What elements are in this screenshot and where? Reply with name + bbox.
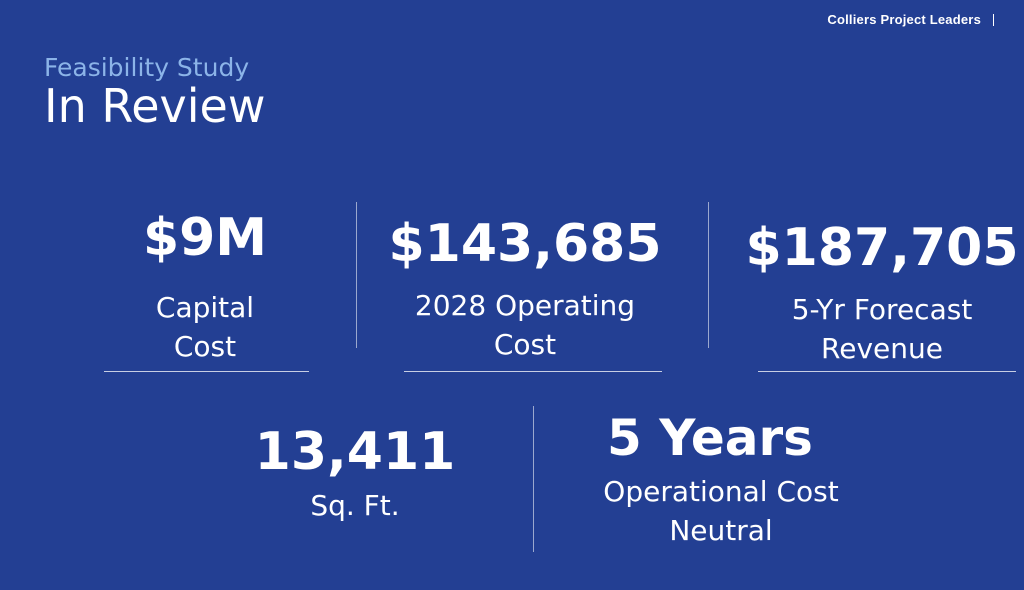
stat-square-footage: 13,411 Sq. Ft. <box>240 420 470 525</box>
stat-label-line: 5-Yr Forecast <box>791 293 973 326</box>
column-divider <box>356 202 357 348</box>
stat-label-line: Cost <box>493 328 557 361</box>
stat-label: Capital Cost <box>100 288 310 366</box>
stat-underline <box>758 371 1016 372</box>
stat-operating-cost: $143,685 2028 Operating Cost <box>380 212 670 364</box>
stat-value: $9M <box>142 208 268 268</box>
stat-value: 13,411 <box>254 422 456 482</box>
stat-underline <box>404 371 662 372</box>
stat-label: Operational Cost Neutral <box>563 472 879 550</box>
brand-label: Colliers Project Leaders <box>827 12 981 27</box>
stat-value-wrap: 5 Years <box>563 406 879 470</box>
stat-label-line: 2028 Operating <box>414 289 636 322</box>
stat-underline <box>104 371 309 372</box>
page-title: In Review <box>44 79 266 133</box>
stat-label-line: Cost <box>173 330 237 363</box>
stat-value: 5 Years <box>607 409 813 467</box>
stat-label-line: Revenue <box>821 332 943 365</box>
column-divider <box>708 202 709 348</box>
stat-value: $187,705 <box>745 218 1019 278</box>
brand-separator <box>993 13 994 26</box>
stat-value: $143,685 <box>388 214 662 274</box>
stat-label: Sq. Ft. <box>240 486 470 525</box>
stat-label: 5-Yr Forecast Revenue <box>737 290 1024 368</box>
page-heading: Feasibility Study In Review <box>44 52 265 132</box>
stat-label-line: Sq. Ft. <box>310 489 400 522</box>
stat-capital-cost: $9M Capital Cost <box>100 206 310 366</box>
stat-label-line: Neutral <box>669 514 773 547</box>
stat-cost-neutral: 5 Years Operational Cost Neutral <box>563 406 879 550</box>
column-divider <box>533 406 534 552</box>
stat-label-line: Operational Cost <box>603 475 839 508</box>
stat-label: 2028 Operating Cost <box>380 286 670 364</box>
page-subtitle: Feasibility Study <box>44 53 250 82</box>
stat-label-line: Capital <box>155 291 255 324</box>
stat-forecast-revenue: $187,705 5-Yr Forecast Revenue <box>737 216 1024 368</box>
brand-name: Colliers Project Leaders <box>827 12 994 27</box>
